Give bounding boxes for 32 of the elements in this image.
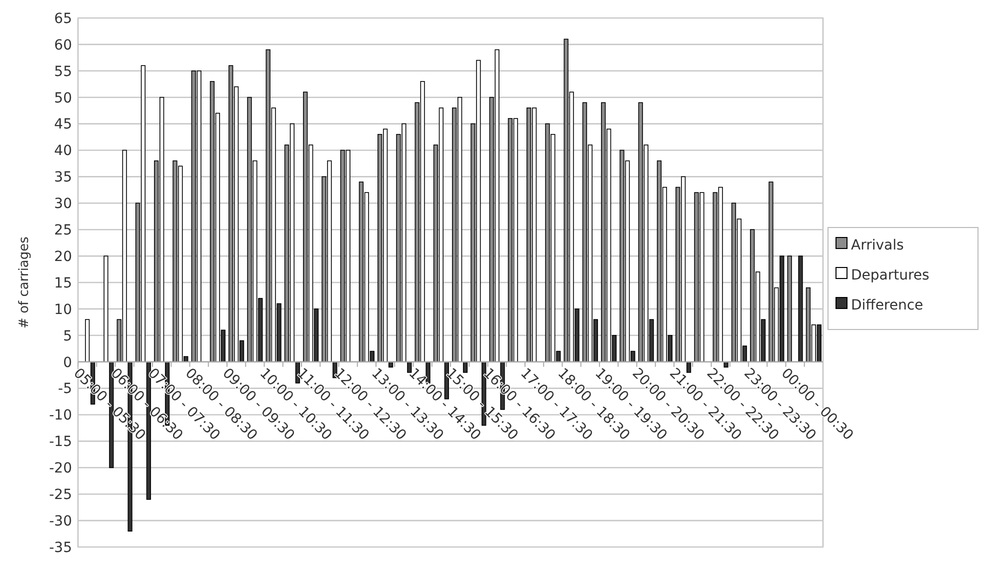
bar	[724, 361, 728, 368]
y-tick-label: 45	[54, 116, 72, 133]
y-tick-label: 65	[54, 10, 72, 27]
y-tick-label: -15	[49, 434, 72, 450]
legend-label: Departures	[851, 268, 930, 284]
y-axis-title: # of carriages	[17, 236, 32, 328]
bar	[146, 361, 151, 500]
bar	[85, 319, 90, 362]
y-tick-label: 5	[63, 328, 72, 344]
bar	[787, 256, 792, 362]
y-tick-label: -10	[49, 408, 72, 424]
y-tick-label: 20	[54, 248, 72, 265]
y-tick-label: 15	[54, 275, 72, 292]
bar	[798, 256, 803, 362]
y-tick-label: 60	[54, 37, 72, 54]
y-tick-label: 25	[54, 222, 72, 238]
y-tick-label: 10	[54, 302, 72, 318]
y-tick-label: -5	[58, 381, 72, 398]
y-tick-label: -35	[49, 540, 72, 556]
y-tick-label: 55	[54, 64, 72, 80]
y-tick-label: 35	[54, 170, 72, 186]
y-tick-label: 0	[63, 354, 72, 371]
y-tick-label: 30	[54, 196, 72, 212]
legend-label: Difference	[851, 298, 924, 314]
legend-label: Arrivals	[851, 238, 904, 254]
y-tick-label: -20	[49, 460, 72, 477]
bar	[109, 361, 114, 468]
y-tick-label: -30	[49, 513, 72, 530]
y-tick-label: -25	[49, 487, 72, 503]
bar	[104, 256, 108, 362]
y-tick-label: 50	[54, 90, 72, 106]
y-tick-label: 40	[54, 143, 72, 160]
